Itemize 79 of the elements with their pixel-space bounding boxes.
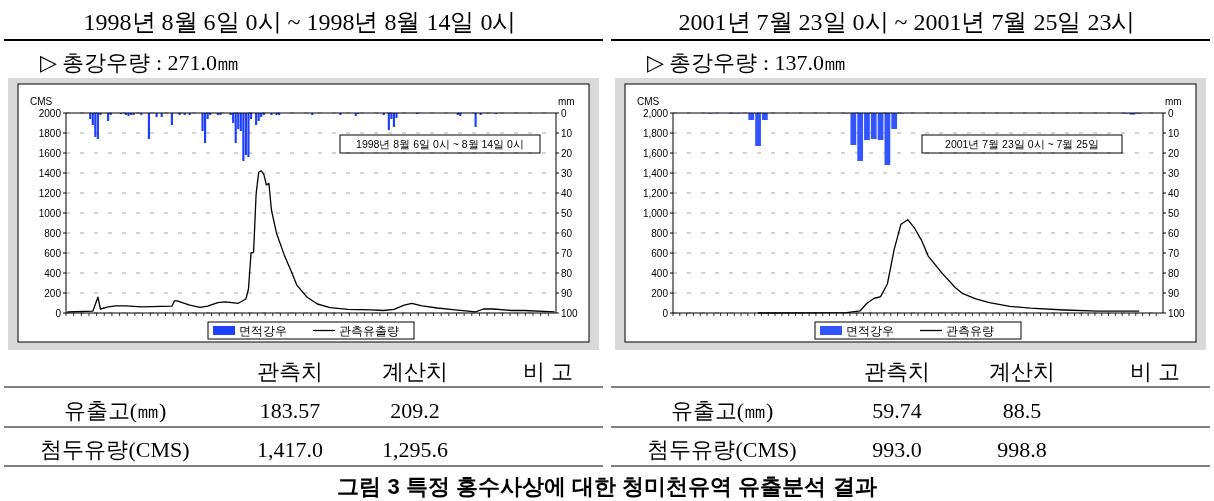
- y-tick-label: 1400: [38, 167, 62, 179]
- text: 비 고: [523, 359, 573, 384]
- y-tick-label: 0: [662, 307, 669, 319]
- y2-tick-label: 50: [1168, 207, 1180, 219]
- text: 유출고(㎜): [670, 398, 774, 423]
- y-tick-label: 200: [651, 287, 669, 299]
- y-tick-label: 800: [651, 227, 669, 239]
- text: 183.57: [259, 398, 321, 423]
- y2-tick-label: 30: [561, 167, 573, 179]
- caption: 그림 3 특정 홍수사상에 대한 청미천유역 유출분석 결과: [337, 474, 877, 499]
- y2-tick-label: 60: [1168, 227, 1180, 239]
- annotation: 2001년 7월 23일 0시 ~ 7월 25일: [945, 138, 1099, 150]
- y2-tick-label: 20: [1168, 147, 1180, 159]
- y-tick-label: 400: [651, 267, 669, 279]
- text: 1,417.0: [257, 437, 323, 462]
- y2-tick-label: 100: [1168, 307, 1186, 319]
- y-tick-label: 600: [651, 247, 669, 259]
- y2-axis-title: mm: [558, 96, 575, 107]
- text: 998.8: [997, 437, 1047, 462]
- y-tick-label: 600: [44, 247, 62, 259]
- chart-subtitle: ▷ 총강우량 : 137.0㎜: [647, 50, 847, 75]
- text: 관측치: [864, 359, 930, 384]
- text: 59.74: [872, 398, 922, 423]
- y2-tick-label: 50: [561, 207, 573, 219]
- y2-tick-label: 60: [561, 227, 573, 239]
- y-tick-label: 1200: [38, 187, 62, 199]
- annotation-box: 2001년 7월 23일 0시 ~ 7월 25일: [921, 134, 1123, 154]
- legend-label: 관측유출량: [339, 324, 399, 338]
- y2-tick-label: 70: [561, 247, 573, 259]
- text: 209.2: [390, 398, 440, 423]
- y2-tick-label: 70: [1168, 247, 1180, 259]
- y-tick-label: 1,200: [642, 187, 669, 199]
- y-tick-label: 1,000: [642, 207, 669, 219]
- y2-tick-label: 10: [561, 127, 573, 139]
- y2-tick-label: 40: [1168, 187, 1180, 199]
- y2-tick-label: 10: [1168, 127, 1180, 139]
- legend-label: 관측유량: [946, 324, 994, 338]
- text: 첨두유량(CMS): [647, 437, 797, 462]
- y2-tick-label: 30: [1168, 167, 1180, 179]
- y2-tick-label: 40: [561, 187, 573, 199]
- chart-subtitle: ▷ 총강우량 : 271.0㎜: [40, 50, 240, 75]
- y2-tick-label: 90: [1168, 287, 1180, 299]
- legend-label: 면적강우: [239, 324, 287, 338]
- y-tick-label: 2000: [38, 107, 62, 119]
- y2-axis-title: mm: [1165, 96, 1182, 107]
- y-tick-label: 200: [44, 287, 62, 299]
- y-axis-title: CMS: [30, 96, 53, 107]
- text: 993.0: [872, 437, 922, 462]
- y2-tick-label: 90: [561, 287, 573, 299]
- y2-tick-label: 80: [1168, 267, 1180, 279]
- y-tick-label: 800: [44, 227, 62, 239]
- y-tick-label: 1,600: [642, 147, 669, 159]
- y-tick-label: 1800: [38, 127, 62, 139]
- y-axis-title: CMS: [637, 96, 660, 107]
- y-tick-label: 2,000: [642, 107, 669, 119]
- text: 첨두유량(CMS): [40, 437, 190, 462]
- y-tick-label: 1600: [38, 147, 62, 159]
- y2-tick-label: 0: [1168, 107, 1174, 119]
- text: 88.5: [1002, 398, 1042, 423]
- y-tick-label: 1,400: [642, 167, 669, 179]
- y-tick-label: 400: [44, 267, 62, 279]
- text: 유출고(㎜): [63, 398, 167, 423]
- text: 비 고: [1130, 359, 1180, 384]
- y-tick-label: 0: [55, 307, 62, 319]
- y2-tick-label: 20: [561, 147, 573, 159]
- legend-label: 면적강우: [846, 324, 894, 338]
- text: 계산치: [382, 359, 448, 384]
- y-tick-label: 1000: [38, 207, 62, 219]
- y2-tick-label: 80: [561, 267, 573, 279]
- text: 관측치: [257, 359, 323, 384]
- annotation: 1998년 8월 6일 0시 ~ 8월 14일 0시: [356, 138, 524, 150]
- chart-title: 2001년 7월 23일 0시 ~ 2001년 7월 25일 23시: [678, 9, 1136, 35]
- text: 1,295.6: [382, 437, 448, 462]
- annotation-box: 1998년 8월 6일 0시 ~ 8월 14일 0시: [339, 134, 541, 154]
- y2-tick-label: 100: [561, 307, 579, 319]
- y2-tick-label: 0: [561, 107, 567, 119]
- text: 계산치: [989, 359, 1055, 384]
- chart-title: 1998년 8월 6일 0시 ~ 1998년 8월 14일 0시: [83, 9, 517, 35]
- y-tick-label: 1,800: [642, 127, 669, 139]
